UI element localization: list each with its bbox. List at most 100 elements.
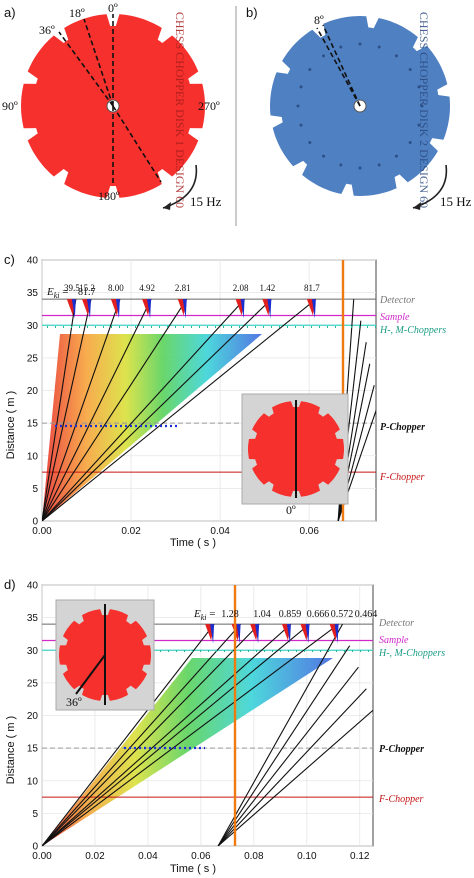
- plot-c-inset-angle: 0º: [286, 503, 296, 517]
- neutron-trajectory: [42, 298, 272, 521]
- frequency-label-a: 15 Hz: [190, 194, 222, 209]
- neutron-trajectory: [42, 623, 292, 846]
- plot-d-sample-label: Sample: [379, 635, 409, 646]
- panel-a: a) CHESS CHOPPER DISK 1 DESIGN 60 0º 18º…: [2, 1, 222, 210]
- disk-2-hole: [394, 54, 398, 58]
- angle-label-90: 90º: [2, 99, 18, 113]
- disk-2-hole: [408, 68, 412, 72]
- panel-b-label: b): [246, 5, 258, 20]
- disk-2-hole: [420, 104, 424, 108]
- x-tick-label: 0.00: [32, 526, 52, 537]
- disk-2-hole: [322, 154, 326, 158]
- disk-2-engraving: CHESS CHOPPER DISK 2 DESIGN 60: [417, 12, 431, 208]
- y-tick-label: 5: [32, 809, 38, 820]
- x-tick-label: 0.06: [299, 526, 319, 537]
- angle-label-270: 270º: [198, 99, 220, 113]
- neutron-trajectory: [42, 299, 92, 521]
- disk-2-hole: [339, 45, 343, 49]
- rotation-arrowhead-b: [413, 202, 421, 210]
- y-tick-label: 25: [27, 678, 39, 689]
- energy-label: 39.5: [64, 283, 80, 293]
- neutron-trajectory: [42, 298, 152, 521]
- angle-label-18: 18º: [69, 6, 85, 20]
- disk-2-hole: [358, 166, 362, 170]
- plot-d-energy-prefix: Eki =: [193, 608, 215, 622]
- detector-fan-blue: [286, 624, 291, 644]
- neutron-trajectory: [42, 623, 215, 846]
- y-tick-label: 25: [27, 353, 39, 364]
- y-tick-label: 10: [27, 776, 39, 787]
- plot-d-detector-label: Detector: [378, 618, 414, 629]
- y-tick-label: 0: [32, 517, 38, 528]
- plot-c-sample-label: Sample: [380, 312, 410, 323]
- neutron-trajectory: [42, 299, 77, 521]
- y-tick-label: 15: [27, 744, 39, 755]
- chopper-disk-2: CHESS CHOPPER DISK 2 DESIGN 60: [270, 12, 450, 208]
- neutron-trajectory: [42, 298, 246, 521]
- energy-label: 2.81: [175, 283, 191, 293]
- energy-label: 4.92: [139, 283, 155, 293]
- neutron-trajectory: [42, 623, 260, 846]
- energy-label: 0.859: [279, 609, 302, 620]
- rotation-arrowhead-a: [163, 202, 171, 210]
- panel-c-label: c): [4, 252, 15, 267]
- detector-fan-blue: [255, 624, 260, 644]
- angle-label-0: 0º: [108, 1, 118, 15]
- panel-b: b) CHESS CHOPPER DISK 2 DESIGN 60 8º 15 …: [246, 5, 472, 210]
- x-tick-label: 0.10: [297, 851, 317, 862]
- detector-fan-blue: [115, 299, 120, 319]
- plot-d-trajectories: [42, 623, 373, 846]
- y-tick-label: 0: [32, 842, 38, 853]
- x-tick-label: 0.06: [191, 851, 211, 862]
- disk-2-hole: [408, 140, 412, 144]
- y-tick-label: 5: [32, 484, 38, 495]
- energy-label: 1.04: [253, 609, 271, 620]
- detector-fan-blue: [86, 299, 91, 319]
- disk-2-hole: [394, 154, 398, 158]
- angle-line-8a: [316, 27, 361, 107]
- panel-a-label: a): [4, 5, 16, 20]
- neutron-trajectory: [42, 623, 310, 846]
- detector-fan-blue: [240, 299, 245, 319]
- panel-c: c) 0º 0 5 10 15 20 25 30 35 40 0.00 0.02 0.04 0.06 E…: [4, 252, 446, 549]
- y-tick-label: 40: [27, 581, 39, 592]
- plot-d-inset-angle: 36º: [66, 695, 82, 709]
- energy-label: 1.28: [221, 609, 239, 620]
- neutron-trajectory: [42, 623, 242, 846]
- disk-2-hole: [339, 163, 343, 167]
- disk-2-hole: [308, 140, 312, 144]
- next-frame-trajectory: [217, 709, 373, 846]
- energy-label: 0.572: [331, 609, 354, 620]
- energy-label: 8.00: [108, 283, 124, 293]
- disk-2-hole: [377, 45, 381, 49]
- detector-fan-blue: [210, 624, 215, 644]
- plot-d-p-label: P-Chopper: [379, 744, 424, 755]
- y-tick-label: 15: [27, 419, 39, 430]
- y-tick-label: 20: [27, 711, 39, 722]
- plot-d-rainbow-fan: [42, 658, 333, 846]
- detector-fan-blue: [71, 299, 76, 319]
- plot-c-rainbow-fan: [42, 334, 262, 521]
- plot-d-e-eq: =: [207, 608, 216, 620]
- disk-2-hole: [358, 42, 362, 46]
- angle-label-180: 180º: [98, 189, 120, 203]
- energy-label: 0.666: [307, 609, 330, 620]
- next-frame-trajectory: [217, 645, 351, 846]
- disk-1-engraving: CHESS CHOPPER DISK 1 DESIGN 60: [173, 12, 187, 208]
- next-frame-trajectory: [217, 623, 344, 846]
- neutron-trajectory: [42, 298, 121, 521]
- detector-fan-blue: [182, 299, 187, 319]
- plot-d-f-label: F-Chopper: [378, 794, 424, 805]
- plot-d-hm-label: H-, M-Choppers: [378, 648, 445, 659]
- disk-1-angle-lines: [58, 14, 162, 186]
- y-tick-label: 35: [27, 288, 39, 299]
- plot-c-energy-labels: 39.5 15.2 8.00 4.92 2.81 2.08 1.42 81.7 81.7: [64, 283, 320, 298]
- y-tick-label: 35: [27, 613, 39, 624]
- energy-label: 81.7: [304, 283, 320, 293]
- disk-2-hole: [417, 123, 421, 127]
- plot-c-e: E: [46, 286, 54, 298]
- x-tick-label: 0.04: [210, 526, 230, 537]
- disk-2-hole: [299, 85, 303, 89]
